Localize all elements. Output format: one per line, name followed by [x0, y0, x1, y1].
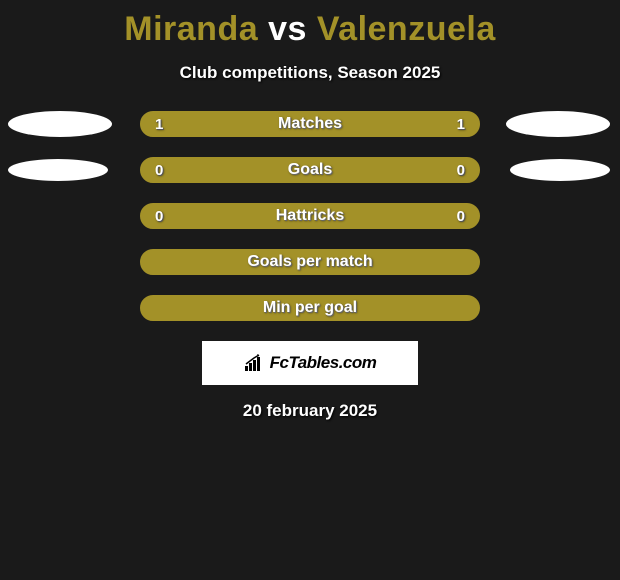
player1-ellipse-2 — [8, 159, 108, 181]
player2-ellipse-1 — [506, 111, 610, 137]
stat-label: Min per goal — [263, 299, 357, 317]
stat-bar: 0 Hattricks 0 — [140, 203, 480, 229]
player2-name: Valenzuela — [317, 10, 496, 48]
stat-right-value: 0 — [457, 162, 465, 179]
stat-left-value: 0 — [155, 208, 163, 225]
stat-row-hattricks: 0 Hattricks 0 — [0, 203, 620, 229]
stat-row-goals: 0 Goals 0 — [0, 157, 620, 183]
player1-ellipse-1 — [8, 111, 112, 137]
stat-bar: 1 Matches 1 — [140, 111, 480, 137]
stat-left-value: 1 — [155, 116, 163, 133]
stat-row-matches: 1 Matches 1 — [0, 111, 620, 137]
stat-row-goals-per-match: Goals per match — [0, 249, 620, 275]
player1-name: Miranda — [124, 10, 258, 48]
stat-bar: 0 Goals 0 — [140, 157, 480, 183]
stat-right-value: 0 — [457, 208, 465, 225]
player2-ellipse-2 — [510, 159, 610, 181]
logo-text: FcTables.com — [270, 353, 377, 373]
stat-bar: Goals per match — [140, 249, 480, 275]
stat-row-min-per-goal: Min per goal — [0, 295, 620, 321]
stat-label: Hattricks — [276, 207, 344, 225]
stat-label: Goals — [288, 161, 332, 179]
subtitle: Club competitions, Season 2025 — [0, 63, 620, 83]
logo-box: FcTables.com — [202, 341, 418, 385]
date-text: 20 february 2025 — [0, 401, 620, 421]
stat-label: Matches — [278, 115, 342, 133]
vs-text: vs — [268, 10, 307, 48]
stat-right-value: 1 — [457, 116, 465, 133]
stat-bar: Min per goal — [140, 295, 480, 321]
chart-icon — [244, 354, 266, 372]
page-title: Miranda vs Valenzuela — [0, 0, 620, 49]
logo: FcTables.com — [244, 353, 377, 373]
stat-left-value: 0 — [155, 162, 163, 179]
stat-label: Goals per match — [247, 253, 372, 271]
comparison-area: 1 Matches 1 0 Goals 0 0 Hattricks 0 Goal… — [0, 111, 620, 321]
